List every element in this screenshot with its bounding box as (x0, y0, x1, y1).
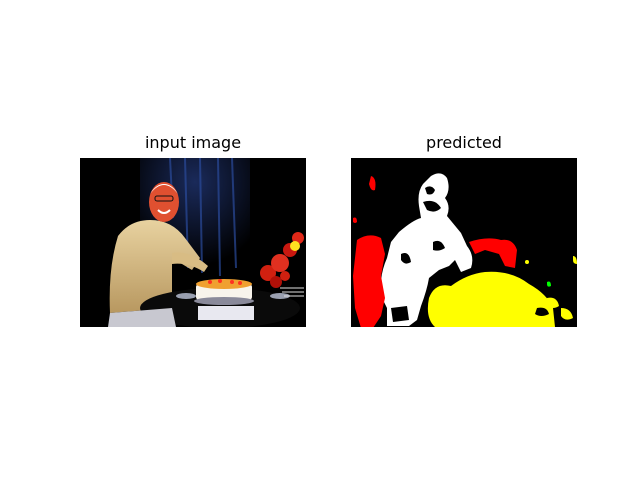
input-image-panel (80, 158, 306, 327)
predicted-title: predicted (426, 133, 502, 152)
flowers (260, 232, 304, 288)
segment-person (380, 173, 473, 326)
cake-stand (198, 306, 254, 320)
person-head (149, 182, 179, 222)
segmentation-map (351, 158, 577, 327)
person-body (109, 220, 200, 313)
segment-cake (427, 271, 555, 327)
input-image-title: input image (144, 133, 242, 152)
predicted-panel (351, 158, 577, 327)
segment-plant (547, 281, 551, 287)
input-photo (80, 158, 306, 327)
segment-flowers-left (353, 235, 385, 327)
segment-flowers-right (469, 238, 517, 268)
